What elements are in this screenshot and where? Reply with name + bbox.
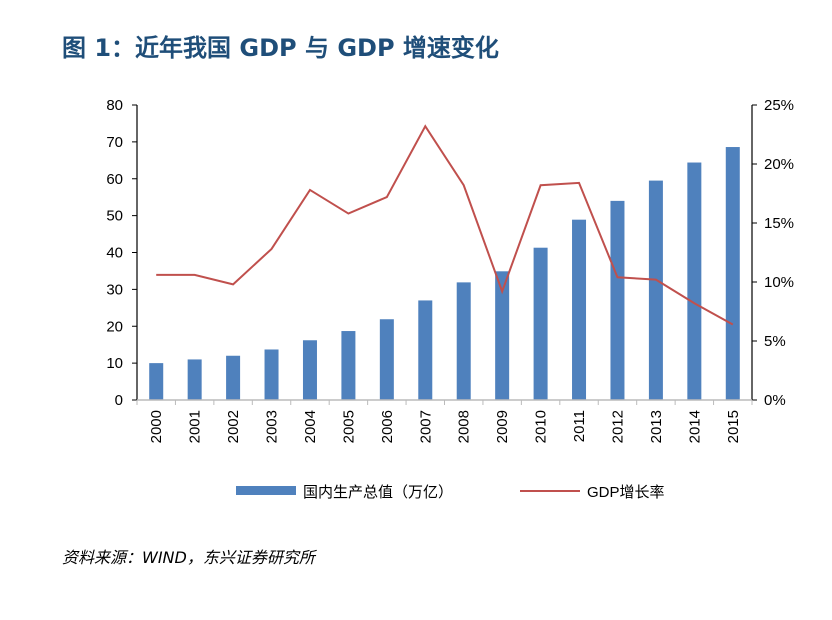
left-tick-label: 50 [106, 208, 123, 225]
left-tick-label: 10 [106, 355, 123, 372]
growth-line [156, 124, 734, 326]
bar [456, 282, 471, 400]
x-tick-label: 2006 [379, 410, 396, 443]
left-tick-label: 30 [106, 281, 123, 298]
bar [533, 247, 548, 400]
left-tick-label: 40 [106, 245, 123, 262]
legend-line-label: GDP增长率 [587, 484, 665, 501]
bar [725, 147, 740, 400]
page-title: 图 1：近年我国 GDP 与 GDP 增速变化 [62, 34, 499, 62]
x-tick-label: 2012 [609, 410, 626, 443]
left-tick-label: 70 [106, 134, 123, 151]
right-tick-label: 20% [764, 156, 794, 173]
bar [264, 349, 279, 400]
x-tick-label: 2001 [187, 410, 204, 443]
right-tick-label: 25% [764, 97, 794, 114]
bar [302, 340, 317, 400]
x-tick-label: 2003 [264, 410, 281, 443]
bar [418, 300, 433, 400]
right-tick-label: 5% [764, 333, 786, 350]
bar [610, 200, 625, 400]
left-tick-label: 60 [106, 171, 123, 188]
x-tick-label: 2000 [148, 410, 165, 443]
bar [187, 359, 202, 400]
bar [648, 180, 663, 400]
legend-bar-label: 国内生产总值（万亿） [303, 484, 453, 501]
x-tick-label: 2005 [340, 410, 357, 443]
bar [495, 271, 510, 400]
x-tick-label: 2008 [456, 410, 473, 443]
right-tick-label: 10% [764, 274, 794, 291]
bar [149, 363, 164, 400]
right-tick-label: 0% [764, 392, 786, 409]
bar [687, 162, 702, 400]
x-tick-label: 2011 [571, 410, 588, 442]
x-tick-label: 2004 [302, 410, 319, 443]
left-tick-label: 20 [106, 318, 123, 335]
x-tick-label: 2014 [686, 410, 703, 443]
bar [572, 219, 587, 400]
bar [379, 319, 394, 400]
x-tick-label: 2015 [725, 410, 742, 443]
left-tick-label: 0 [115, 392, 123, 409]
bar [341, 331, 356, 400]
right-tick-label: 15% [764, 215, 794, 232]
x-tick-label: 2010 [533, 410, 550, 443]
bar [226, 355, 241, 400]
x-tick-label: 2013 [648, 410, 665, 443]
source-note: 资料来源：WIND，东兴证券研究所 [62, 548, 315, 567]
left-tick-label: 80 [106, 97, 123, 114]
x-tick-label: 2007 [417, 410, 434, 443]
x-tick-label: 2002 [225, 410, 242, 443]
x-tick-label: 2009 [494, 410, 511, 443]
legend-bar-swatch [236, 486, 296, 495]
